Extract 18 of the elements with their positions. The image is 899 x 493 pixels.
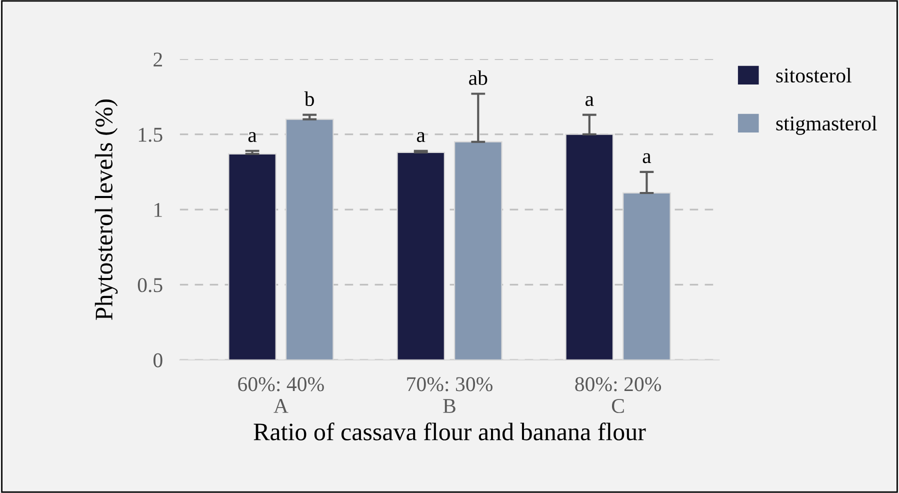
data-label: a bbox=[642, 153, 652, 164]
data-label: ab bbox=[469, 70, 488, 85]
data-label: a bbox=[248, 132, 257, 142]
x-tick-label: 60%: 40% A bbox=[238, 377, 324, 413]
y-tick-label: 0 bbox=[154, 353, 162, 368]
legend-label: sitosterol bbox=[776, 68, 852, 83]
x-tick-label: 70%: 30% B bbox=[407, 377, 492, 413]
y-tick-label: 2 bbox=[154, 52, 162, 66]
y-axis-title: Phytosterol levels (%) bbox=[94, 100, 118, 320]
data-label: b bbox=[304, 91, 314, 106]
x-axis-title: Ratio of cassava flour and banana flour bbox=[254, 422, 646, 440]
y-tick-label: 1.5 bbox=[138, 128, 162, 142]
y-tick-label: 1 bbox=[154, 203, 162, 217]
legend-label: stigmasterol bbox=[776, 116, 877, 135]
data-label: a bbox=[416, 132, 426, 142]
data-label: a bbox=[586, 96, 594, 106]
y-tick-label: 0.5 bbox=[138, 278, 162, 292]
x-tick-label: 80%: 20% C bbox=[575, 377, 662, 414]
